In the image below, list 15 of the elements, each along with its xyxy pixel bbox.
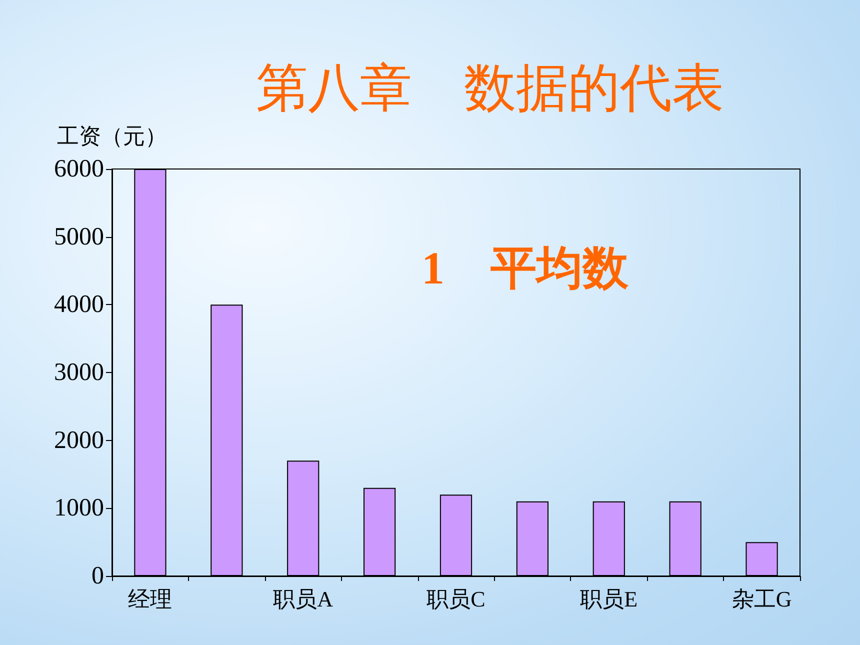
- text: 1 平均数: [422, 242, 630, 294]
- y-tick-label: 2000: [54, 426, 104, 454]
- x-tick-label: 职员C: [426, 586, 486, 612]
- y-tick-label: 5000: [54, 223, 104, 250]
- y-axis-title: 工资（元）: [57, 124, 167, 148]
- y-tick-label: 0: [92, 562, 104, 590]
- chart-title: 第八章 数据的代表: [256, 60, 724, 118]
- x-tick-label: 经理: [128, 586, 172, 612]
- y-tick-label: 3000: [54, 359, 104, 386]
- y-tick-label: 6000: [54, 156, 104, 182]
- x-tick-label: 杂工G: [732, 586, 792, 612]
- y-tick-label: 4000: [54, 291, 104, 318]
- x-tick-label: 职员E: [580, 586, 638, 612]
- y-tick-label: 1000: [54, 494, 104, 522]
- x-tick-label: 职员A: [273, 586, 334, 612]
